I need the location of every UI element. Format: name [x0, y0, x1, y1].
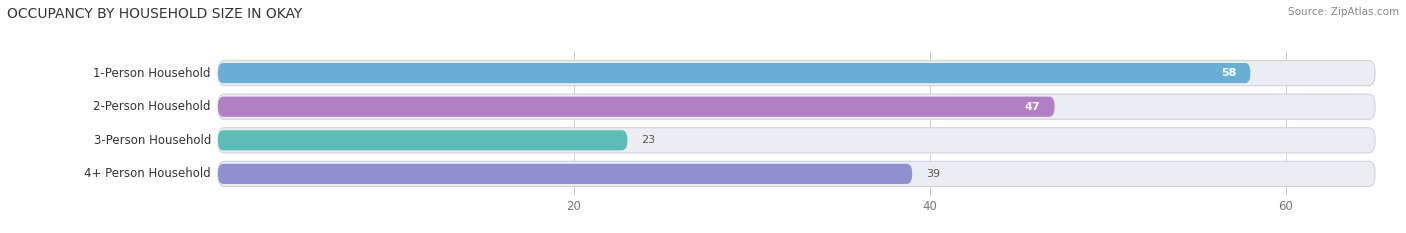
- Text: 2-Person Household: 2-Person Household: [93, 100, 211, 113]
- FancyBboxPatch shape: [218, 130, 627, 150]
- FancyBboxPatch shape: [218, 61, 1375, 86]
- Text: 39: 39: [927, 169, 941, 179]
- Text: 23: 23: [641, 135, 655, 145]
- Text: 3-Person Household: 3-Person Household: [94, 134, 211, 147]
- Text: 4+ Person Household: 4+ Person Household: [84, 167, 211, 180]
- FancyBboxPatch shape: [218, 128, 1375, 153]
- FancyBboxPatch shape: [218, 97, 1054, 117]
- Text: Source: ZipAtlas.com: Source: ZipAtlas.com: [1288, 7, 1399, 17]
- FancyBboxPatch shape: [218, 63, 1250, 83]
- FancyBboxPatch shape: [218, 164, 912, 184]
- Text: 1-Person Household: 1-Person Household: [93, 67, 211, 80]
- Text: 58: 58: [1220, 68, 1236, 78]
- Text: 47: 47: [1025, 102, 1040, 112]
- FancyBboxPatch shape: [218, 161, 1375, 186]
- FancyBboxPatch shape: [218, 94, 1375, 119]
- Text: OCCUPANCY BY HOUSEHOLD SIZE IN OKAY: OCCUPANCY BY HOUSEHOLD SIZE IN OKAY: [7, 7, 302, 21]
